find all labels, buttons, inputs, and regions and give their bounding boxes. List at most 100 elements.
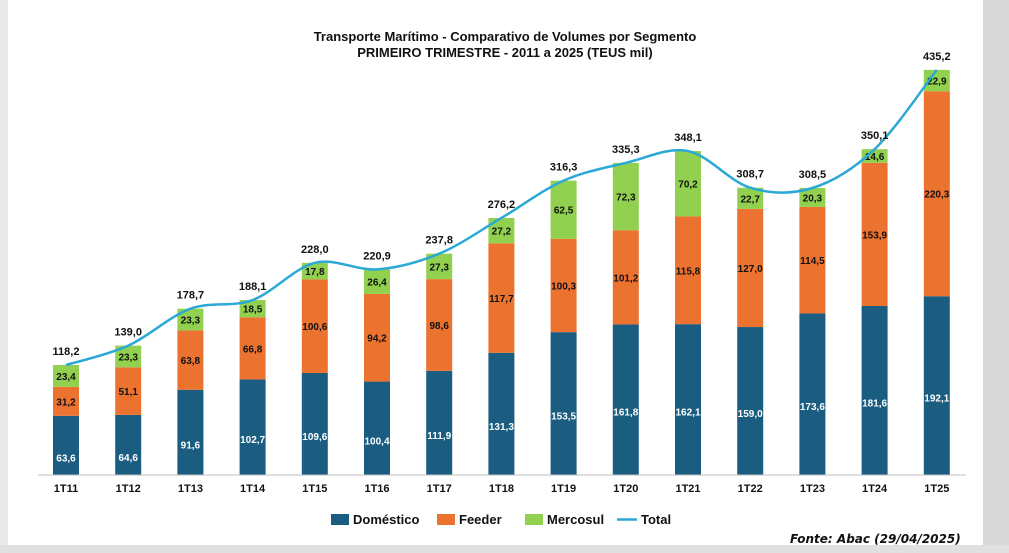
legend: Doméstico Feeder Mercosul Total xyxy=(331,512,671,527)
label-mercosul-1T18: 27,2 xyxy=(492,227,512,238)
bar-doméstico-1T21 xyxy=(675,324,701,475)
x-tick-1T22: 1T22 xyxy=(738,483,763,495)
x-tick-1T16: 1T16 xyxy=(364,483,389,495)
label-doméstico-1T21: 162,1 xyxy=(675,408,700,419)
label-doméstico-1T14: 102,7 xyxy=(240,435,265,446)
bar-mercosul-1T14 xyxy=(239,300,266,318)
label-feeder-1T23: 114,5 xyxy=(800,256,825,267)
x-tick-1T19: 1T19 xyxy=(551,483,576,495)
bar-mercosul-1T22 xyxy=(737,187,764,209)
total-label-1T22: 308,7 xyxy=(736,169,764,181)
bar-feeder-1T11 xyxy=(53,386,79,416)
bar-mercosul-1T13 xyxy=(177,308,204,331)
total-label-1T25: 435,2 xyxy=(923,51,951,63)
bar-doméstico-1T24 xyxy=(861,306,888,475)
total-label-1T11: 118,2 xyxy=(53,346,80,358)
bars-layer: 63,6 31,2 23,4 64,6 51,1 23,3 91,6 63,8 23,3 102,… xyxy=(53,69,950,475)
bar-doméstico-1T13 xyxy=(177,389,204,475)
label-mercosul-1T21: 70,2 xyxy=(678,180,698,191)
x-tick-labels: 1T11 1T12 1T13 1T14 1T15 1T16 1T17 1T18 1T19 1T20… xyxy=(54,483,950,495)
x-tick-1T23: 1T23 xyxy=(800,483,825,495)
label-mercosul-1T11: 23,4 xyxy=(56,372,76,383)
bar-doméstico-1T14 xyxy=(239,379,266,475)
label-feeder-1T11: 31,2 xyxy=(56,397,76,408)
total-label-1T20: 335,3 xyxy=(612,144,640,156)
label-mercosul-1T22: 22,7 xyxy=(740,194,760,205)
bar-feeder-1T19 xyxy=(550,238,577,333)
bar-feeder-1T22 xyxy=(737,208,764,328)
bar-feeder-1T12 xyxy=(115,367,142,415)
bar-doméstico-1T16 xyxy=(364,381,390,475)
bottom-strip xyxy=(0,545,1009,553)
label-mercosul-1T16: 26,4 xyxy=(367,278,387,289)
label-mercosul-1T13: 23,3 xyxy=(181,316,201,327)
label-doméstico-1T15: 109,6 xyxy=(302,432,327,443)
bar-feeder-1T13 xyxy=(177,330,204,390)
label-mercosul-1T23: 20,3 xyxy=(803,193,823,204)
label-feeder-1T21: 115,8 xyxy=(676,266,701,277)
bar-doméstico-1T11 xyxy=(53,415,79,475)
label-feeder-1T14: 66,8 xyxy=(243,344,263,355)
label-feeder-1T25: 220,3 xyxy=(924,190,949,201)
x-tick-1T15: 1T15 xyxy=(302,483,327,495)
bar-doméstico-1T15 xyxy=(301,373,328,475)
total-label-1T13: 178,7 xyxy=(177,290,205,302)
label-mercosul-1T19: 62,5 xyxy=(554,206,574,217)
label-feeder-1T19: 100,3 xyxy=(551,281,576,292)
label-mercosul-1T14: 18,5 xyxy=(243,305,263,316)
x-tick-1T12: 1T12 xyxy=(116,483,141,495)
label-feeder-1T13: 63,8 xyxy=(181,356,201,367)
label-mercosul-1T15: 17,8 xyxy=(305,267,325,278)
bar-doméstico-1T17 xyxy=(426,370,453,475)
bar-feeder-1T21 xyxy=(675,216,701,325)
label-feeder-1T18: 117,7 xyxy=(489,294,514,305)
bar-mercosul-1T19 xyxy=(550,180,577,239)
total-label-1T23: 308,5 xyxy=(799,169,827,181)
x-tick-1T21: 1T21 xyxy=(675,483,700,495)
label-doméstico-1T18: 131,3 xyxy=(489,422,514,433)
label-feeder-1T24: 153,9 xyxy=(862,230,887,241)
x-tick-1T11: 1T11 xyxy=(54,483,78,495)
label-doméstico-1T24: 181,6 xyxy=(862,399,887,410)
total-label-1T15: 228,0 xyxy=(301,244,329,256)
chart-title: Transporte Marítimo - Comparativo de Vol… xyxy=(314,29,697,44)
label-doméstico-1T17: 111,9 xyxy=(427,431,451,442)
legend-label-mercosul: Mercosul xyxy=(547,512,604,527)
bar-mercosul-1T16 xyxy=(364,269,390,294)
legend-label-doméstico: Doméstico xyxy=(353,512,420,527)
bar-doméstico-1T22 xyxy=(737,327,764,475)
right-margin-bar xyxy=(983,0,1009,553)
bar-feeder-1T14 xyxy=(239,317,266,380)
label-mercosul-1T25: 22,9 xyxy=(927,77,947,88)
label-doméstico-1T23: 173,6 xyxy=(800,402,825,413)
legend-swatch-mercosul xyxy=(525,514,543,525)
bar-mercosul-1T20 xyxy=(612,162,639,231)
label-mercosul-1T12: 23,3 xyxy=(118,352,138,363)
total-line xyxy=(65,69,938,367)
label-feeder-1T16: 94,2 xyxy=(367,334,387,345)
bar-feeder-1T20 xyxy=(612,230,639,325)
label-feeder-1T17: 98,6 xyxy=(429,321,449,332)
total-label-1T12: 139,0 xyxy=(114,327,142,339)
label-feeder-1T15: 100,6 xyxy=(302,322,327,333)
bar-mercosul-1T24 xyxy=(861,149,888,163)
x-tick-1T24: 1T24 xyxy=(862,483,888,495)
bar-feeder-1T15 xyxy=(301,279,328,374)
bar-doméstico-1T23 xyxy=(799,313,826,475)
bar-doméstico-1T18 xyxy=(488,352,515,475)
x-tick-1T13: 1T13 xyxy=(178,483,203,495)
legend-label-feeder: Feeder xyxy=(459,512,502,527)
bar-mercosul-1T21 xyxy=(675,151,701,217)
chart-subtitle: PRIMEIRO TRIMESTRE - 2011 a 2025 (TEUS m… xyxy=(357,45,652,60)
total-label-1T18: 276,2 xyxy=(488,199,516,211)
x-tick-1T18: 1T18 xyxy=(489,483,514,495)
bar-mercosul-1T25 xyxy=(923,69,950,92)
total-line-layer: 118,2 139,0 178,7 188,1 228,0 220,9 237,8 276,2… xyxy=(53,51,951,367)
bar-feeder-1T23 xyxy=(799,206,826,314)
x-tick-1T20: 1T20 xyxy=(613,483,638,495)
bar-feeder-1T16 xyxy=(364,293,390,382)
total-label-1T21: 348,1 xyxy=(674,132,702,144)
x-tick-1T25: 1T25 xyxy=(924,483,949,495)
label-mercosul-1T24: 14,6 xyxy=(865,152,885,163)
